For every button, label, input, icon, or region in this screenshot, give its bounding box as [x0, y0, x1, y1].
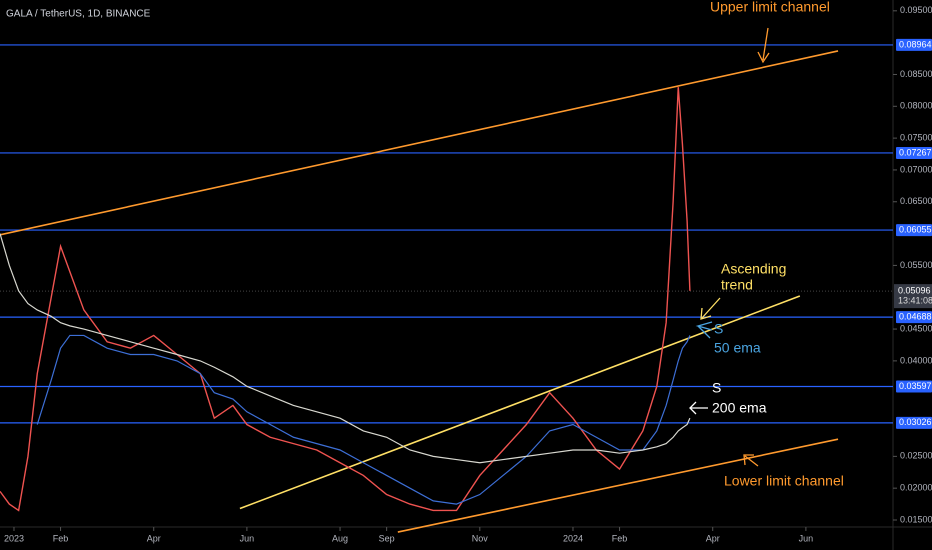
trend-line: [397, 438, 839, 533]
y-tick-label: 0.04500: [900, 323, 932, 333]
level-label-box: [896, 380, 932, 393]
annotation: 200 ema: [712, 400, 767, 416]
annotation: S: [712, 380, 721, 396]
y-tick-label: 0.06500: [900, 196, 932, 206]
x-tick-label: Feb: [612, 533, 628, 543]
level-label-box: [896, 311, 932, 324]
y-tick-label: 0.08000: [900, 101, 932, 111]
level-label: 0.04688: [899, 311, 932, 321]
x-tick-label: 2023: [4, 533, 24, 543]
arrow: [700, 297, 721, 320]
level-label: 0.08964: [899, 39, 932, 49]
price-line: [0, 233, 691, 464]
last-price-label: 0.05096: [898, 285, 931, 295]
arrow: [695, 321, 713, 339]
y-tick-label: 0.09500: [900, 5, 932, 15]
x-tick-label: Nov: [472, 533, 489, 543]
price-line: [36, 334, 691, 505]
price-line: [0, 87, 691, 512]
x-tick-label: Jun: [240, 533, 255, 543]
level-label-box: [896, 146, 932, 159]
countdown-label: 13:41:08: [898, 295, 932, 305]
annotation: trend: [721, 277, 753, 293]
y-tick-label: 0.07500: [900, 132, 932, 142]
trend-line: [0, 50, 839, 236]
annotation: Ascending: [721, 261, 786, 277]
x-tick-label: Sep: [379, 533, 395, 543]
chart-title: GALA / TetherUS, 1D, BINANCE: [6, 9, 151, 20]
y-tick-label: 0.02000: [900, 483, 932, 493]
level-label-box: [896, 224, 932, 237]
y-tick-label: 0.02500: [900, 451, 932, 461]
x-tick-label: Jun: [799, 533, 814, 543]
annotation: S: [714, 321, 723, 337]
y-tick-label: 0.05500: [900, 260, 932, 270]
y-tick-label: 0.07000: [900, 164, 932, 174]
level-label: 0.03597: [899, 381, 932, 391]
level-label-box: [896, 416, 932, 429]
x-tick-label: Aug: [332, 533, 348, 543]
last-price-box: [894, 284, 932, 309]
y-tick-label: 0.08500: [900, 69, 932, 79]
annotation: Upper limit channel: [710, 0, 830, 15]
x-tick-label: Feb: [53, 533, 69, 543]
level-label: 0.06055: [899, 224, 932, 234]
trend-line: [239, 295, 801, 510]
level-label: 0.03026: [899, 417, 932, 427]
x-tick-label: Apr: [706, 533, 720, 543]
annotation: Lower limit channel: [724, 473, 844, 489]
y-tick-label: 0.04000: [900, 355, 932, 365]
arrow: [757, 27, 770, 64]
arrows: [689, 27, 770, 467]
arrow: [689, 401, 708, 415]
level-label-box: [896, 38, 932, 51]
x-tick-label: 2024: [563, 533, 583, 543]
arrow: [743, 454, 759, 467]
x-tick-label: Apr: [147, 533, 161, 543]
y-tick-label: 0.01500: [900, 514, 932, 524]
annotation: 50 ema: [714, 340, 761, 356]
level-label: 0.07267: [899, 147, 932, 157]
